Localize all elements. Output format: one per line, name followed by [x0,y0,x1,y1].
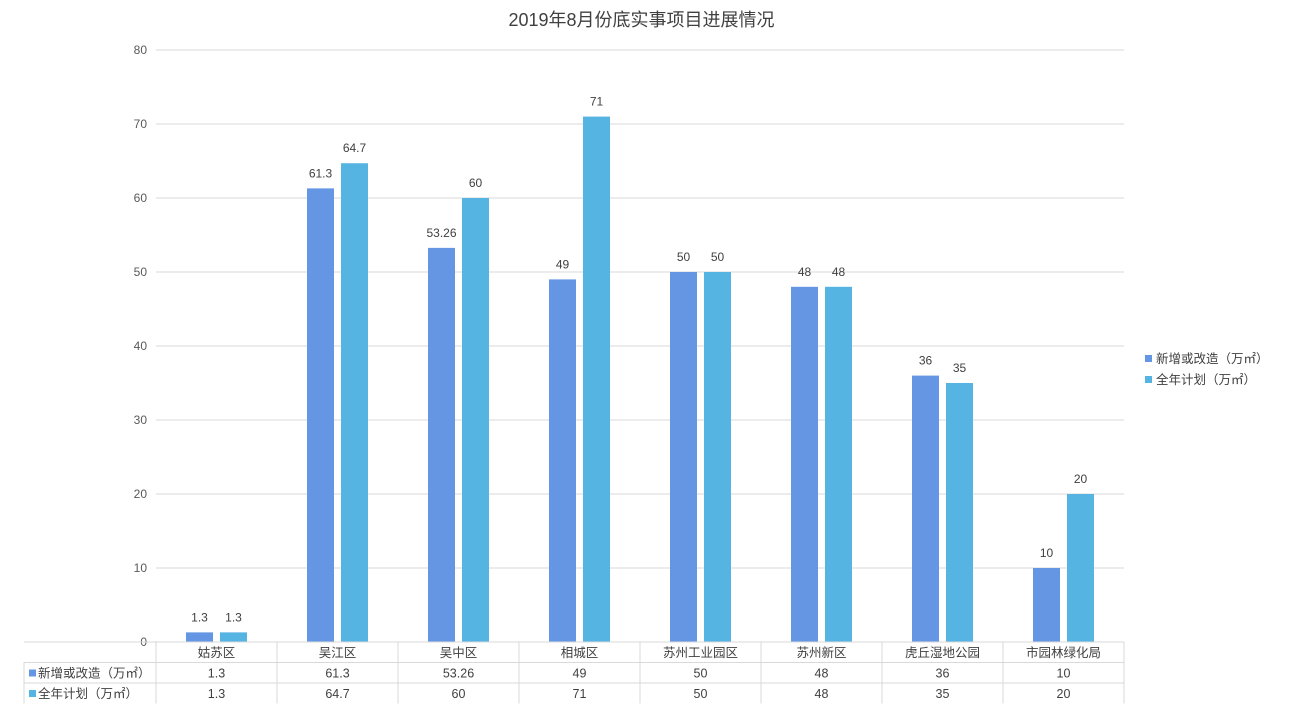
bar [186,632,213,642]
y-tick-label: 70 [134,117,148,131]
bar [791,286,818,642]
table-cell: 50 [694,667,708,681]
data-label: 10 [1040,546,1054,560]
data-label: 1.3 [191,610,208,624]
table-cell: 49 [573,667,587,681]
bars [186,116,1094,643]
data-label: 48 [798,265,812,279]
bar [912,375,939,642]
table-cell: 10 [1057,667,1071,681]
bar [1067,494,1094,642]
bar [549,279,576,642]
category-label: 吴江区 [319,646,357,660]
legend-label: 新增或改造（万㎡） [1156,351,1269,366]
gridlines [156,49,1124,569]
y-tick-label: 10 [134,561,148,575]
table-cell: 1.3 [208,687,225,701]
bar [946,383,973,642]
category-label: 市园林绿化局 [1026,645,1101,660]
table-legend-key [29,690,36,697]
table-legend-key [29,669,36,677]
bar [428,247,455,642]
data-labels: 1.3 1.3 61.3 64.7 53.26 60 49 71 50 50 48 48 36 35 10 2… [191,95,1087,625]
category-label: 姑苏区 [198,645,236,660]
data-table: 姑苏区 吴江区 吴中区 相城区 苏州工业园区 苏州新区 虎丘湿地公园 市园林绿化局新增或改造（… [23,641,1125,704]
legend-key [1145,355,1152,362]
legend-key [1145,376,1152,383]
table-cell: 61.3 [325,667,349,681]
category-label: 吴中区 [440,645,478,660]
data-label: 48 [832,265,846,279]
category-label: 苏州工业园区 [663,645,738,660]
table-cell: 64.7 [325,687,349,701]
data-label: 20 [1074,472,1088,486]
table-series-name: 全年计划（万㎡） [38,686,138,701]
chart-title: 2019年8月份底实事项目进展情况 [508,10,775,30]
table-cell: 48 [815,687,829,701]
data-label: 1.3 [225,610,242,624]
data-label: 64.7 [343,141,367,155]
bar [704,272,731,642]
data-label: 53.26 [426,226,456,240]
table-cell: 53.26 [443,667,474,681]
data-label: 61.3 [309,166,333,180]
legend: 新增或改造（万㎡） 全年计划（万㎡） [1145,351,1269,387]
bar [341,163,368,642]
y-tick-label: 50 [134,265,148,279]
data-label: 36 [919,354,933,368]
y-tick-label: 80 [134,43,148,57]
category-label: 虎丘湿地公园 [905,645,980,660]
bar [670,272,697,642]
table-cell: 71 [573,687,587,701]
table-cell: 50 [694,687,708,701]
data-label: 60 [469,176,483,190]
y-tick-label: 60 [134,191,148,205]
bar [307,188,334,642]
bar [462,198,489,642]
y-tick-label: 30 [134,413,148,427]
table-cell: 36 [936,667,950,681]
data-label: 50 [677,250,691,264]
table-series-name: 新增或改造（万㎡） [38,666,151,681]
table-cell: 48 [815,667,829,681]
table-cell: 1.3 [208,667,225,681]
table-cell: 20 [1057,687,1071,701]
category-label: 相城区 [561,646,599,660]
y-tick-label: 20 [134,487,148,501]
bar [583,116,610,643]
table-cell: 60 [452,687,466,701]
table-cell: 35 [936,687,950,701]
bar [220,632,247,642]
legend-label: 全年计划（万㎡） [1156,372,1256,387]
category-label: 苏州新区 [796,645,846,660]
data-label: 50 [711,250,725,264]
data-label: 35 [953,361,967,375]
bar [825,286,852,642]
data-label: 49 [556,257,570,271]
data-label: 71 [590,95,604,109]
bar [1033,568,1060,642]
y-tick-label: 40 [134,339,148,353]
